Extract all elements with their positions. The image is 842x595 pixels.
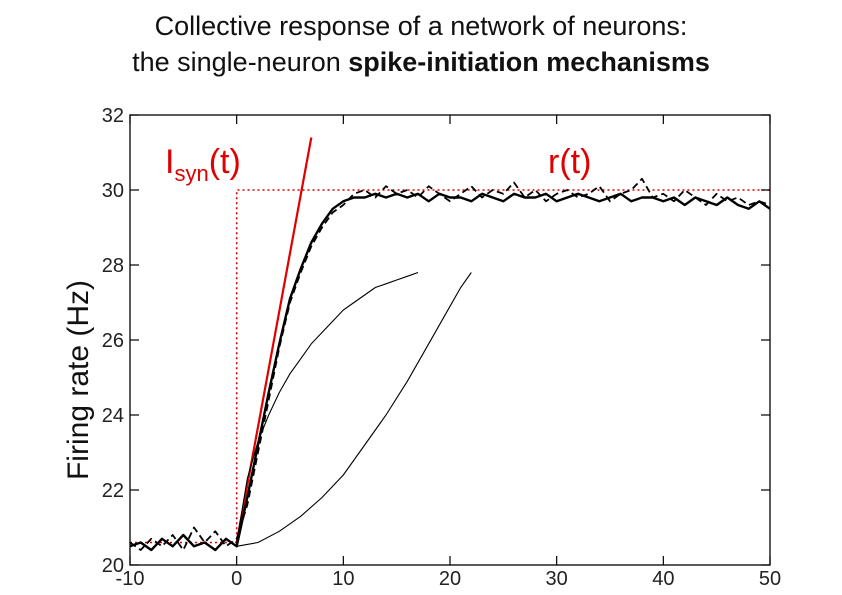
title-line-2-bold: spike-initiation mechanisms <box>348 47 710 77</box>
series-line-black-dashed-3 <box>129 177 771 551</box>
x-tick-label: 20 <box>439 568 461 590</box>
title-line-2: the single-neuron spike-initiation mecha… <box>0 44 842 80</box>
x-tick-label: 10 <box>332 568 354 590</box>
isyn-subscript: syn <box>174 161 208 186</box>
isyn-annotation: Isyn(t) <box>165 143 241 186</box>
y-tick-label: 30 <box>102 180 124 202</box>
y-tick-label: 22 <box>102 480 124 502</box>
title-line-1: Collective response of a network of neur… <box>154 11 688 41</box>
isyn-tail: (t) <box>209 143 241 181</box>
x-tick-label: 0 <box>231 568 242 590</box>
y-tick-label: 32 <box>102 105 124 127</box>
x-tick-label: 30 <box>546 568 568 590</box>
y-axis-label: Firing rate (Hz) <box>62 280 95 480</box>
ticks-layer: -10 0 10 20 30 40 50 20 22 24 26 28 30 32 <box>102 105 781 590</box>
x-tick-label: -10 <box>116 568 145 590</box>
plot-frame <box>129 114 771 566</box>
series-line-red-dotted-0 <box>130 189 770 544</box>
isyn-main: I <box>165 143 174 181</box>
series-line-black-thin-5 <box>236 272 472 547</box>
plot-layer <box>129 137 771 552</box>
x-tick-label: 40 <box>652 568 674 590</box>
y-tick-label: 24 <box>102 405 124 427</box>
y-tick-label: 20 <box>102 555 124 577</box>
series-line-black-thin-4 <box>236 271 419 543</box>
y-tick-label: 26 <box>102 330 124 352</box>
y-tick-label: 28 <box>102 255 124 277</box>
series-line-red-solid-1 <box>235 137 313 543</box>
series-line-black-thick-2 <box>129 192 771 552</box>
title-line-2-plain: the single-neuron <box>132 47 349 77</box>
x-tick-label: 50 <box>759 568 781 590</box>
rt-annotation: r(t) <box>548 143 591 181</box>
chart-title: Collective response of a network of neur… <box>0 8 842 80</box>
